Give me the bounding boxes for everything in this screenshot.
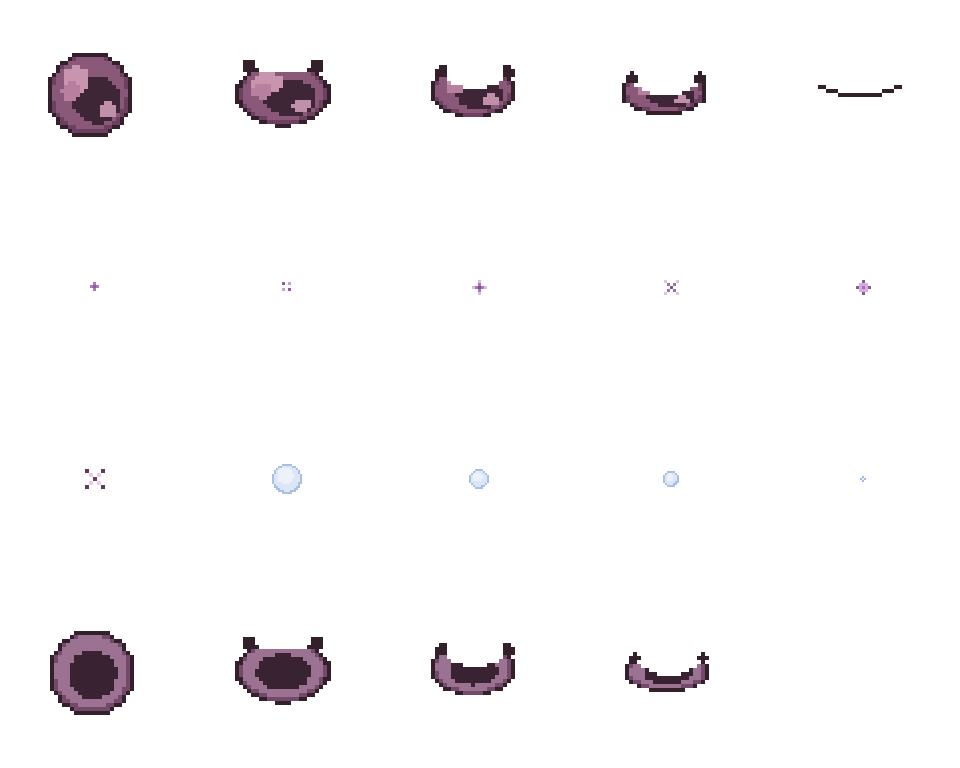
sparkle-x-large (664, 280, 679, 295)
eye-flat-blink-1 (235, 637, 331, 705)
sparkle-x-fade (85, 469, 105, 489)
eye-shiny-blink-2 (431, 65, 519, 117)
eye-shiny-closed (818, 85, 902, 97)
bubble-large (272, 464, 302, 494)
bubble-small (663, 471, 679, 487)
eye-flat-open (50, 631, 138, 719)
sparkle-plus-small (90, 282, 99, 291)
sparkle-plus-large (472, 280, 487, 295)
bubble-tiny (860, 476, 866, 482)
sparkle-x-dots (282, 282, 291, 291)
sparkle-star-burst (856, 280, 871, 295)
eye-shiny-blink-3 (622, 71, 710, 115)
eye-flat-blink-3 (625, 652, 713, 692)
eye-flat-blink-2 (431, 643, 519, 695)
bubble-medium (469, 469, 489, 489)
eye-shiny-blink-1 (235, 60, 331, 128)
eye-shiny-open (48, 53, 136, 141)
